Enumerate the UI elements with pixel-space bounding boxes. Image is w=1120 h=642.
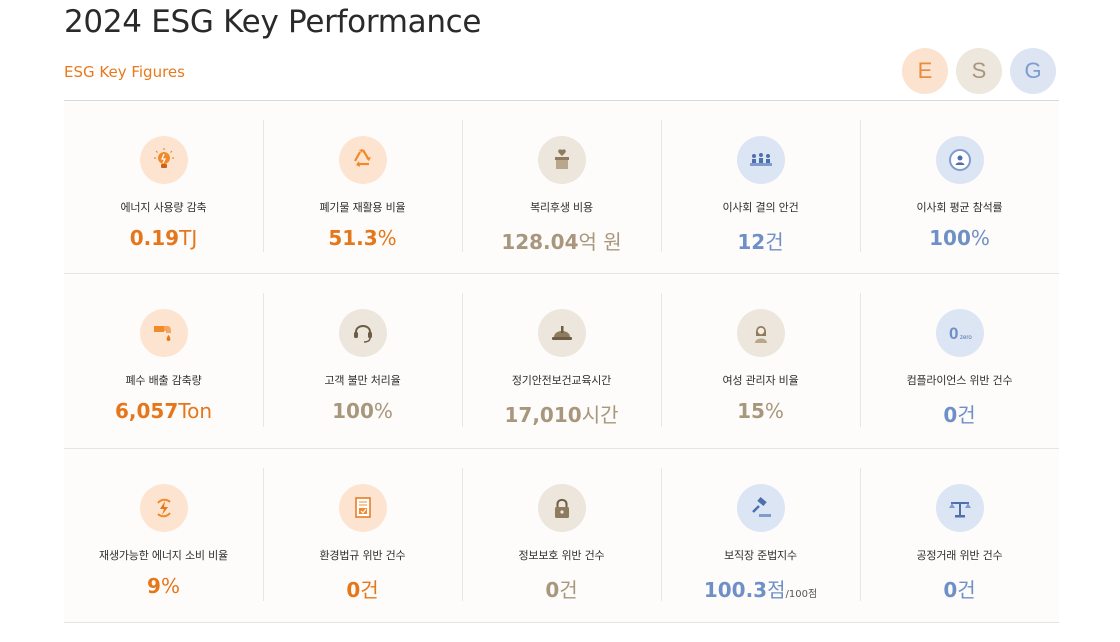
figures-row: 에너지 사용량 감축 0.19TJ 폐기물 재활용 비율 51.3% 복리후생 … — [64, 101, 1059, 274]
safety-helmet-icon — [537, 309, 586, 357]
figure-value: 0건 — [545, 578, 578, 602]
figure-label: 에너지 사용량 감축 — [120, 201, 207, 214]
scales-icon — [935, 484, 984, 532]
figure-label: 고객 불만 처리율 — [324, 374, 401, 387]
figure-value: 0건 — [943, 578, 976, 602]
figure-card: 에너지 사용량 감축 0.19TJ — [64, 101, 263, 273]
figure-value: 12건 — [737, 230, 784, 254]
filter-g-button[interactable]: G — [1010, 48, 1056, 94]
filter-e-button[interactable]: E — [902, 48, 948, 94]
figure-value: 100% — [929, 226, 990, 250]
figure-label: 컴플라이언스 위반 건수 — [906, 374, 1013, 387]
key-figures-grid: 에너지 사용량 감축 0.19TJ 폐기물 재활용 비율 51.3% 복리후생 … — [64, 101, 1059, 623]
figure-value: 6,057Ton — [115, 399, 212, 423]
esg-filter-group: E S G — [902, 48, 1056, 94]
zero-icon: 0 zero — [935, 309, 984, 357]
figure-value: 17,010시간 — [504, 403, 619, 427]
gavel-icon — [736, 484, 785, 532]
figure-value: 9% — [147, 574, 180, 598]
figure-card: 고객 불만 처리율 100% — [263, 274, 462, 448]
figure-card: 폐기물 재활용 비율 51.3% — [263, 101, 462, 273]
page-title: 2024 ESG Key Performance — [64, 4, 482, 40]
figure-label: 정기안전보건교육시간 — [511, 374, 612, 387]
document-check-icon — [338, 484, 387, 532]
figure-label: 환경법규 위반 건수 — [319, 549, 406, 562]
figure-card: 정보보호 위반 건수 0건 — [462, 449, 661, 622]
figure-card: 정기안전보건교육시간 17,010시간 — [462, 274, 661, 448]
figure-label: 폐기물 재활용 비율 — [319, 201, 406, 214]
figure-label: 재생가능한 에너지 소비 비율 — [99, 549, 228, 562]
figure-card: 이사회 결의 안건 12건 — [661, 101, 860, 273]
figure-label: 폐수 배출 감축량 — [125, 374, 202, 387]
figure-value: 51.3% — [328, 226, 397, 250]
figure-label: 정보보호 위반 건수 — [518, 549, 605, 562]
figure-card: 여성 관리자 비율 15% — [661, 274, 860, 448]
figure-value: 128.04억 원 — [501, 230, 622, 254]
figure-card: 환경법규 위반 건수 0건 — [263, 449, 462, 622]
figures-row: 폐수 배출 감축량 6,057Ton 고객 불만 처리율 100% 정기안전보건… — [64, 274, 1059, 449]
figure-label: 보직장 준법지수 — [724, 549, 797, 562]
figure-label: 여성 관리자 비율 — [722, 374, 799, 387]
figure-value: 100.3점/100점 — [703, 578, 818, 602]
filter-s-button[interactable]: S — [956, 48, 1002, 94]
svg-text:zero: zero — [960, 335, 972, 341]
header-divider — [64, 100, 1059, 101]
board-meeting-icon — [736, 136, 785, 184]
figure-card: 재생가능한 에너지 소비 비율 9% — [64, 449, 263, 622]
figure-card: 복리후생 비용 128.04억 원 — [462, 101, 661, 273]
figure-value: 100% — [332, 399, 393, 423]
figure-card: 보직장 준법지수 100.3점/100점 — [661, 449, 860, 622]
recycle-icon — [338, 136, 387, 184]
svg-text:0: 0 — [949, 324, 958, 343]
renewable-energy-icon — [139, 484, 188, 532]
figure-value: 15% — [737, 399, 784, 423]
figure-label: 복리후생 비용 — [530, 201, 593, 214]
figure-card: 이사회 평균 참석률 100% — [860, 101, 1059, 273]
gift-box-icon — [537, 136, 586, 184]
padlock-icon — [537, 484, 586, 532]
water-drop-pipe-icon — [139, 309, 188, 357]
section-subtitle: ESG Key Figures — [64, 63, 185, 81]
figure-value: 0건 — [943, 403, 976, 427]
figure-value: 0건 — [346, 578, 379, 602]
figure-card: 0 zero 컴플라이언스 위반 건수 0건 — [860, 274, 1059, 448]
figure-card: 공정거래 위반 건수 0건 — [860, 449, 1059, 622]
lightbulb-icon — [139, 136, 188, 184]
woman-manager-icon — [736, 309, 785, 357]
figure-label: 공정거래 위반 건수 — [916, 549, 1003, 562]
figure-value: 0.19TJ — [129, 226, 198, 250]
figure-card: 폐수 배출 감축량 6,057Ton — [64, 274, 263, 448]
headset-icon — [338, 309, 387, 357]
figures-row: 재생가능한 에너지 소비 비율 9% 환경법규 위반 건수 0건 정보보호 위반… — [64, 449, 1059, 623]
figure-label: 이사회 결의 안건 — [722, 201, 799, 214]
attendee-icon — [935, 136, 984, 184]
figure-label: 이사회 평균 참석률 — [916, 201, 1003, 214]
